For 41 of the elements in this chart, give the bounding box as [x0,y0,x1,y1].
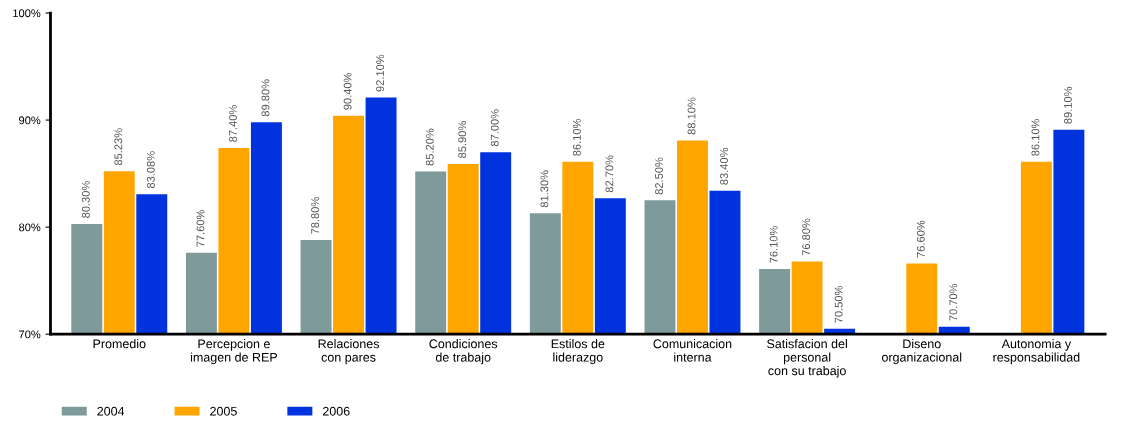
data-label: 83.08% [146,151,155,189]
data-label: 80.30% [81,181,90,218]
data-label: 90.40% [343,72,352,110]
y-tick-label: 90% [19,116,41,125]
y-tick-label: 100% [13,9,41,18]
data-label: 76.60% [916,220,925,258]
data-label: 83.40% [720,147,728,185]
data-label: 82.70% [605,155,614,193]
data-label: 86.10% [572,118,581,156]
data-label: 70.50% [834,285,843,323]
data-label: 87.40% [229,105,237,142]
x-tick-label: Promedio [93,339,146,349]
x-tick-label: Percepcion e imagen de REP [190,339,278,365]
x-tick-label: Condiciones de trabajo [429,339,498,365]
data-label: 92.10% [376,54,385,92]
legend-label: 2004 [97,406,125,416]
data-label: 70.70% [949,283,958,321]
x-tick-label: Relaciones con pares [318,339,380,365]
y-tick-label: 80% [19,223,41,232]
data-label: 85.23% [114,128,123,166]
data-label: 89.10% [1064,86,1072,124]
legend-label: 2005 [210,406,237,416]
data-label: 88.10% [687,97,696,135]
y-tick-label: 70% [19,330,41,339]
data-label: 82.50% [655,157,663,195]
x-tick-label: Comunicacion interna [653,339,732,362]
data-label: 77.60% [196,209,205,247]
data-label: 76.80% [802,218,811,256]
data-label: 76.10% [769,226,778,263]
data-label: 78.80% [311,197,320,234]
data-label: 87.00% [490,109,499,147]
data-label: 85.90% [458,121,467,158]
data-label: 81.30% [540,170,549,208]
data-label: 89.80% [261,79,270,117]
data-label: 86.10% [1031,118,1040,156]
x-tick-label: Satisfacion del personal con su trabajo [767,339,847,378]
x-tick-label: Diseno organizacional [881,339,962,365]
x-tick-label: Autonomia y responsabilidad [993,339,1080,365]
legend-label: 2006 [322,406,350,416]
x-tick-label: Estilos de liderazgo [551,339,605,365]
data-label: 85.20% [425,128,434,166]
